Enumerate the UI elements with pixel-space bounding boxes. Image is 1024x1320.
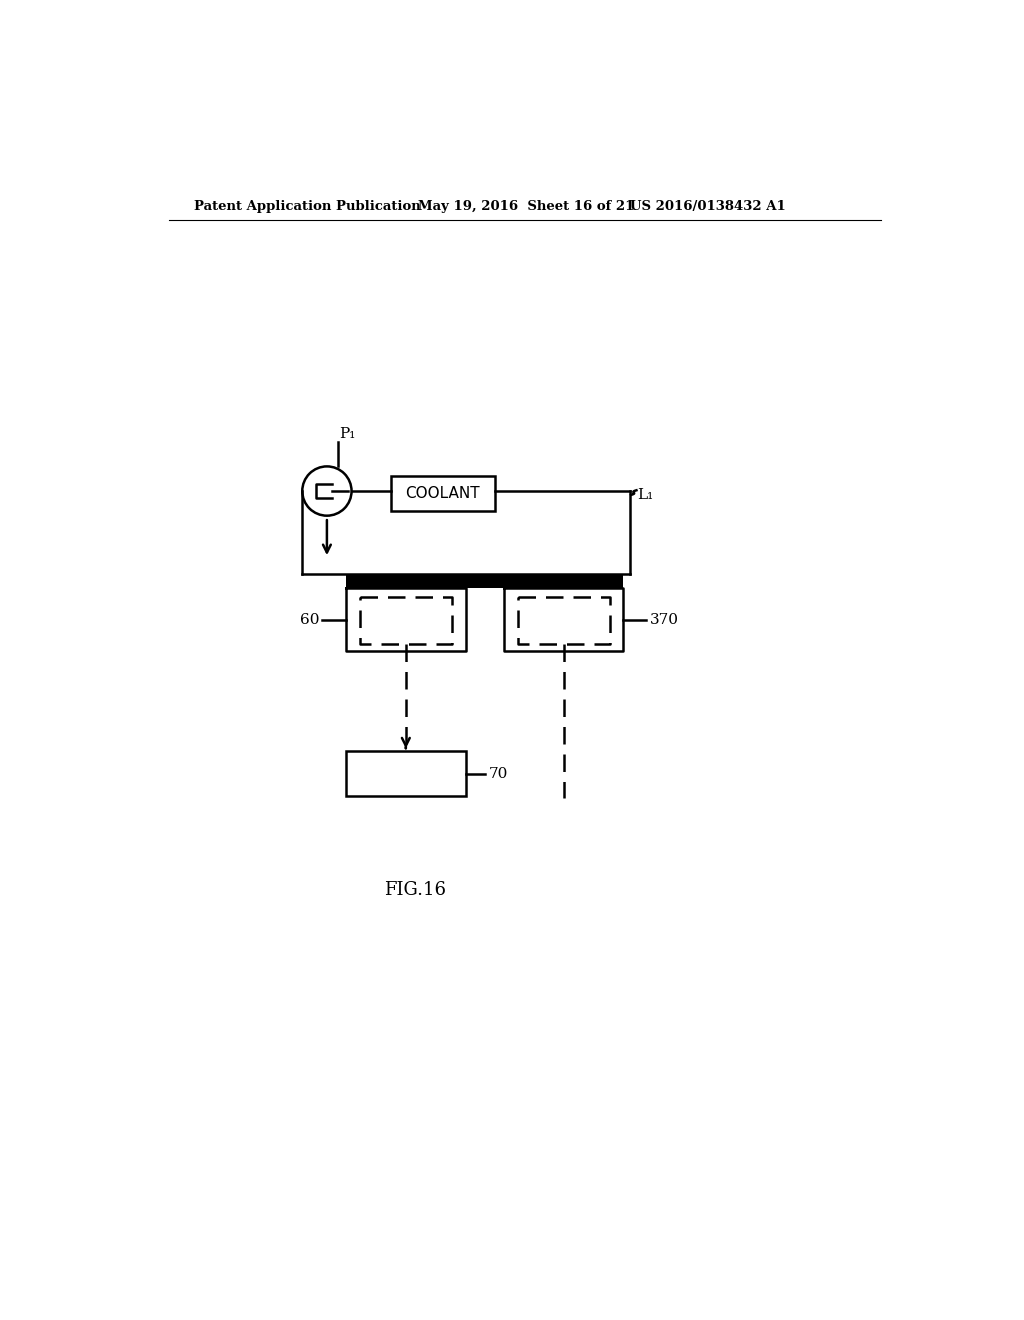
Text: May 19, 2016  Sheet 16 of 21: May 19, 2016 Sheet 16 of 21 <box>418 199 634 213</box>
Bar <box>346 751 466 796</box>
Text: COOLANT: COOLANT <box>406 486 480 500</box>
Text: L₁: L₁ <box>637 488 653 502</box>
Bar <box>346 574 624 589</box>
Text: P₁: P₁ <box>339 428 355 441</box>
Text: 370: 370 <box>650 612 679 627</box>
Text: FIG.16: FIG.16 <box>384 880 446 899</box>
Text: Patent Application Publication: Patent Application Publication <box>195 199 421 213</box>
Text: 60: 60 <box>300 612 319 627</box>
Bar <box>391 475 495 511</box>
Text: US 2016/0138432 A1: US 2016/0138432 A1 <box>630 199 785 213</box>
Text: 70: 70 <box>488 767 508 780</box>
